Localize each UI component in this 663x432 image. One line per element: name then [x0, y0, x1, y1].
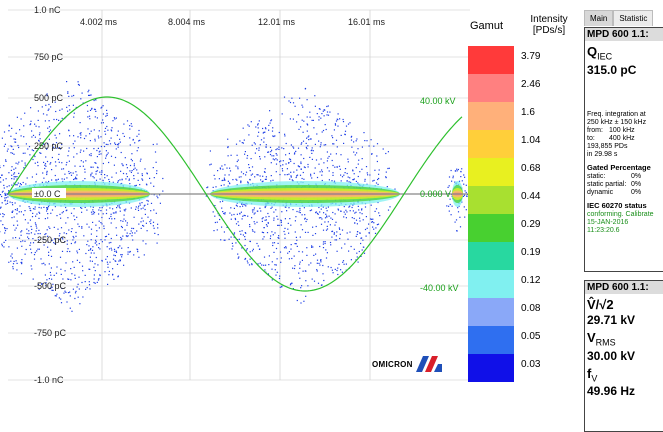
- x-tick-label: 12.01 ms: [258, 17, 296, 27]
- gated-row: static partial:0%: [587, 181, 663, 189]
- gamut-swatch: [468, 270, 514, 298]
- gamut-value: 0.19: [521, 242, 561, 270]
- gamut-swatch: [468, 242, 514, 270]
- tab-statistic[interactable]: Statistic: [613, 10, 653, 26]
- gated-row: static:0%: [587, 173, 663, 181]
- v-peak-value: 29.71 kV: [587, 313, 663, 327]
- charge-panel: MPD 600 1.1: QIEC 315.0 pC Freq. integra…: [584, 27, 663, 272]
- y-tick-label: -1.0 nC: [34, 375, 64, 385]
- intensity-title: Intensity [PDs/s]: [528, 14, 570, 36]
- freq-title: Freq. integration at: [587, 111, 663, 119]
- gamut-swatch: [468, 298, 514, 326]
- gamut-swatch: [468, 46, 514, 74]
- y-tick-label: 500 pC: [34, 93, 64, 103]
- gamut-swatch: [468, 158, 514, 186]
- freq-to: to:400 kHz: [587, 135, 663, 143]
- y-tick-label: -500 pC: [34, 281, 67, 291]
- v-rms-value: 30.00 kV: [587, 349, 663, 363]
- v-rms-label: VRMS: [587, 330, 663, 348]
- gamut-swatch: [468, 74, 514, 102]
- f-label: fV: [587, 366, 663, 384]
- gated-title: Gated Percentage: [587, 163, 663, 172]
- y-tick-label: -250 pC: [34, 235, 67, 245]
- voltage-label: -40.00 kV: [420, 283, 459, 293]
- gamut-value: 1.6: [521, 102, 561, 130]
- iec-status-title: IEC 60270 status: [587, 201, 663, 210]
- v-peak-label: V̂/√2: [587, 297, 663, 312]
- y-tick-label: 1.0 nC: [34, 5, 61, 15]
- gamut-swatch: [468, 326, 514, 354]
- q-value: 315.0 pC: [587, 63, 663, 77]
- intensity-label: Intensity: [528, 14, 570, 25]
- gamut-title: Gamut: [470, 20, 503, 32]
- omicron-logo: OMICRON: [372, 356, 442, 372]
- gamut-value: 0.03: [521, 354, 561, 382]
- gamut-swatch: [468, 354, 514, 382]
- pd-count: 193,855 PDs: [587, 143, 663, 151]
- freq-line: 250 kHz ± 150 kHz: [587, 119, 663, 127]
- gamut-swatch: [468, 102, 514, 130]
- logo-text: OMICRON: [372, 360, 413, 369]
- y-tick-label: 250 pC: [34, 141, 64, 151]
- gamut-value: 0.12: [521, 270, 561, 298]
- panel-header: MPD 600 1.1:: [585, 28, 663, 41]
- y-tick-label: -750 pC: [34, 328, 67, 338]
- gamut-swatch: [468, 214, 514, 242]
- q-label: QIEC: [587, 44, 663, 62]
- tab-main[interactable]: Main: [584, 10, 613, 26]
- intensity-unit: [PDs/s]: [528, 25, 570, 36]
- status-date: 15-JAN-2016: [587, 219, 663, 227]
- status-text: conforming. Calibrate: [587, 211, 663, 219]
- freq-from: from:100 kHz: [587, 127, 663, 135]
- gamut-value: 0.08: [521, 298, 561, 326]
- gamut-value: 0.44: [521, 186, 561, 214]
- duration: in 29.98 s: [587, 151, 663, 159]
- y-tick-label: 750 pC: [34, 52, 64, 62]
- status-time: 11:23:20.6: [587, 227, 663, 235]
- omicron-logo-icon: [416, 356, 442, 372]
- y-tick-label: ±0.0 C: [34, 189, 61, 199]
- gamut-swatch: [468, 186, 514, 214]
- gamut-value: 0.29: [521, 214, 561, 242]
- f-value: 49.96 Hz: [587, 384, 663, 398]
- x-tick-label: 4.002 ms: [80, 17, 118, 27]
- gamut-value: 2.46: [521, 74, 561, 102]
- gamut-swatch: [468, 130, 514, 158]
- voltage-label: 0.000 V: [420, 189, 451, 199]
- x-tick-label: 16.01 ms: [348, 17, 386, 27]
- gamut-value: 1.04: [521, 130, 561, 158]
- gamut-value: 0.68: [521, 158, 561, 186]
- gamut-value: 0.05: [521, 326, 561, 354]
- x-tick-label: 8.004 ms: [168, 17, 206, 27]
- panel-header: MPD 600 1.1:: [585, 281, 663, 294]
- voltage-label: 40.00 kV: [420, 96, 456, 106]
- gamut-value: 3.79: [521, 46, 561, 74]
- gamut-color-scale: [468, 46, 514, 382]
- voltage-panel: MPD 600 1.1: V̂/√2 29.71 kV VRMS 30.00 k…: [584, 280, 663, 432]
